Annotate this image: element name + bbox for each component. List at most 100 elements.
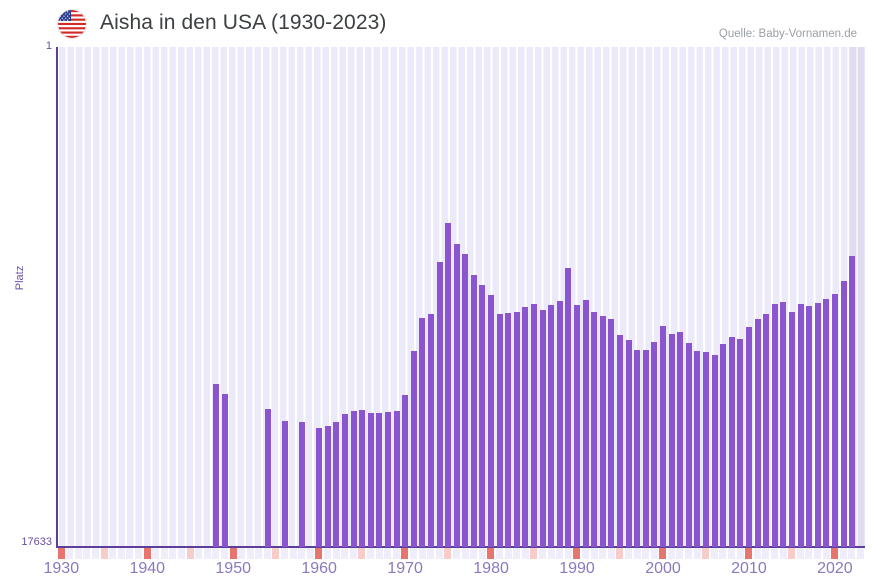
strip-cell-1981	[495, 548, 503, 559]
halfdecade-marker-1935	[100, 548, 108, 559]
strip-cell-1998	[642, 548, 650, 559]
strip-cell-1977	[461, 548, 469, 559]
x-tick-1990: 1990	[559, 560, 595, 577]
halfdecade-marker-2005	[702, 548, 710, 559]
strip-cell-1941	[152, 548, 160, 559]
source-attribution: Quelle: Baby-Vornamen.de	[718, 28, 857, 40]
strip-cell-1936	[109, 548, 117, 559]
plot-area	[57, 47, 865, 547]
strip-cell-1949	[220, 548, 228, 559]
strip-cell-1957	[289, 548, 297, 559]
strip-cell-2016	[796, 548, 804, 559]
strip-cell-1988	[556, 548, 564, 559]
strip-cell-2011	[753, 548, 761, 559]
strip-cell-2014	[779, 548, 787, 559]
x-tick-2010: 2010	[731, 560, 767, 577]
strip-cell-1999	[650, 548, 658, 559]
x-axis-labels: 1930 1940 1950 1960 1970 1980 1990 2000 2010 2020	[44, 560, 865, 584]
y-tick-top: 1	[45, 40, 52, 52]
halfdecade-marker-1945	[186, 548, 194, 559]
strip-cell-1948	[212, 548, 220, 559]
x-tick-2020: 2020	[817, 560, 853, 577]
strip-cell-1991	[581, 548, 589, 559]
strip-cell-1968	[384, 548, 392, 559]
strip-cell-1954	[263, 548, 271, 559]
decade-marker-1950	[229, 548, 237, 559]
strip-cell-1979	[478, 548, 486, 559]
strip-cell-2004	[693, 548, 701, 559]
strip-cell-2008	[728, 548, 736, 559]
decade-marker-1990	[573, 548, 581, 559]
strip-cell-1987	[547, 548, 555, 559]
decade-marker-strip	[57, 548, 865, 559]
decade-marker-2010	[745, 548, 753, 559]
strip-cell-2022	[848, 548, 856, 559]
decade-marker-1980	[487, 548, 495, 559]
chart-header: Aisha in den USA (1930-2023) Quelle: Bab…	[0, 0, 873, 46]
strip-cell-1976	[453, 548, 460, 559]
strip-cell-2002	[676, 548, 684, 559]
chart-title: Aisha in den USA (1930-2023)	[100, 11, 387, 34]
y-axis-title: Platz	[14, 265, 26, 291]
strip-cell-1962	[332, 548, 340, 559]
strip-cell-1983	[513, 548, 521, 559]
strip-cell-1997	[633, 548, 641, 559]
strip-cell-1938	[126, 548, 134, 559]
usa-flag-icon	[58, 10, 86, 38]
decade-marker-2000	[659, 548, 667, 559]
strip-cell-1942	[160, 548, 168, 559]
halfdecade-marker-1995	[616, 548, 624, 559]
strip-cell-1944	[177, 548, 185, 559]
strip-cell-1946	[195, 548, 203, 559]
strip-cell-1963	[341, 548, 349, 559]
strip-cell-1966	[367, 548, 375, 559]
decade-marker-1970	[401, 548, 409, 559]
strip-cell-2013	[771, 548, 779, 559]
x-axis-line	[56, 546, 865, 548]
x-tick-1940: 1940	[129, 560, 166, 577]
forecast-shade-region	[849, 47, 865, 547]
decade-marker-1930	[57, 548, 65, 559]
strip-cell-1947	[203, 548, 211, 559]
strip-cell-1951	[238, 548, 246, 559]
strip-cell-1943	[169, 548, 177, 559]
strip-cell-1969	[392, 548, 400, 559]
strip-cell-1986	[538, 548, 546, 559]
strip-cell-2018	[814, 548, 822, 559]
strip-cell-1974	[435, 548, 443, 559]
strip-cell-1989	[564, 548, 572, 559]
strip-cell-1996	[624, 548, 632, 559]
strip-cell-2009	[736, 548, 744, 559]
strip-cell-1982	[504, 548, 512, 559]
strip-cell-1931	[66, 548, 74, 559]
x-tick-1960: 1960	[301, 560, 337, 577]
halfdecade-marker-2015	[788, 548, 796, 559]
strip-cell-1934	[91, 548, 99, 559]
strip-cell-1964	[349, 548, 357, 559]
x-tick-1950: 1950	[215, 560, 251, 577]
strip-cell-1953	[255, 548, 263, 559]
strip-cell-2001	[667, 548, 675, 559]
strip-cell-1958	[298, 548, 306, 559]
strip-cell-1993	[599, 548, 607, 559]
strip-cell-1961	[324, 548, 332, 559]
strip-cell-2012	[762, 548, 770, 559]
strip-cell-2007	[719, 548, 727, 559]
strip-cell-1972	[418, 548, 426, 559]
strip-cell-1952	[246, 548, 254, 559]
strip-cell-1973	[427, 548, 435, 559]
strip-cell-2006	[710, 548, 718, 559]
strip-cell-1967	[375, 548, 383, 559]
decade-marker-2020	[831, 548, 839, 559]
y-tick-bottom: 17633	[21, 536, 52, 548]
halfdecade-marker-1965	[358, 548, 366, 559]
x-tick-2000: 2000	[645, 560, 681, 577]
decade-marker-1960	[315, 548, 323, 559]
x-tick-1980: 1980	[473, 560, 509, 577]
x-tick-1930: 1930	[43, 560, 80, 577]
y-axis-line	[56, 47, 58, 548]
strip-cell-1939	[134, 548, 142, 559]
halfdecade-marker-1975	[444, 548, 452, 559]
strip-cell-1956	[281, 548, 289, 559]
strip-cell-2003	[685, 548, 693, 559]
